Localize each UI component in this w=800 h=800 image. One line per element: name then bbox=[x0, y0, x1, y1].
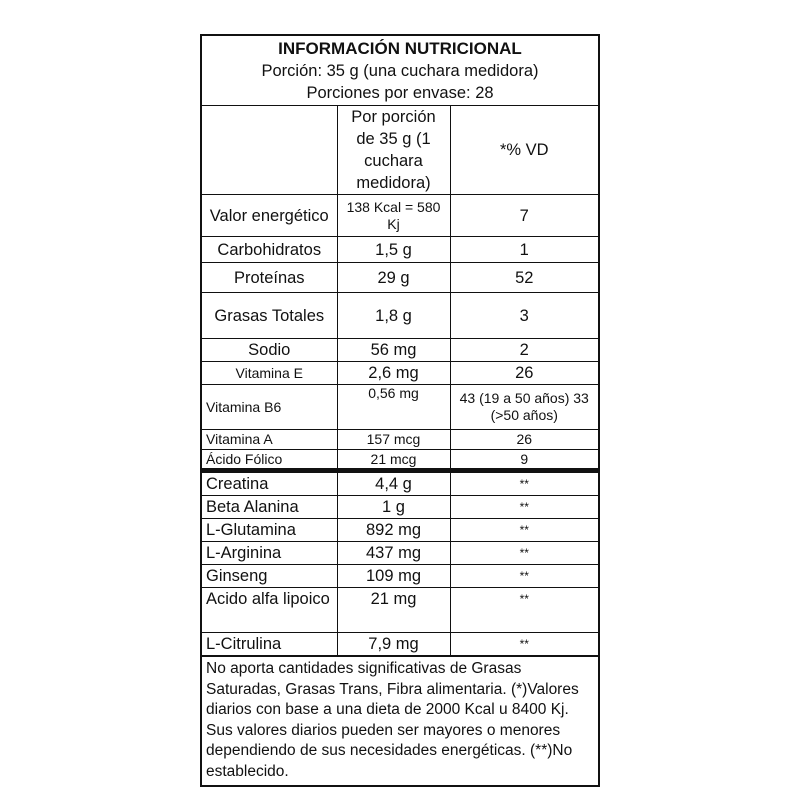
nutrient-name: Grasas Totales bbox=[202, 292, 338, 339]
nutrient-row: Vitamina E 2,6 mg 26 bbox=[202, 361, 598, 385]
nutrient-dv: 9 bbox=[449, 449, 598, 473]
nutrient-dv: 26 bbox=[449, 429, 598, 450]
nutrient-dv: ** bbox=[449, 541, 598, 565]
nutrient-name: Creatina bbox=[202, 470, 338, 496]
nutrient-row: Vitamina B6 0,56 mg 43 (19 a 50 años) 33 (… bbox=[202, 384, 598, 430]
nutrient-amount: 1,8 g bbox=[336, 292, 451, 339]
nutrient-row: Acido alfa lipoico 21 mg ** bbox=[202, 587, 598, 633]
nutrient-amount: 1 g bbox=[336, 495, 451, 519]
nutrient-amount: 157 mcg bbox=[336, 429, 451, 450]
nutrient-amount: 21 mcg bbox=[336, 449, 451, 473]
nutrient-dv: ** bbox=[449, 518, 598, 542]
nutrient-dv: 3 bbox=[449, 292, 598, 339]
serving-size: Porción: 35 g (una cuchara medidora) bbox=[261, 62, 539, 80]
nutrient-dv: ** bbox=[449, 470, 598, 496]
nutrient-row: Ácido Fólico 21 mcg 9 bbox=[202, 449, 598, 473]
nutrient-name: Vitamina B6 bbox=[202, 384, 338, 430]
nutrient-row: Ginseng 109 mg ** bbox=[202, 564, 598, 588]
nutrient-dv: 52 bbox=[449, 262, 598, 293]
nutrient-amount: 437 mg bbox=[336, 541, 451, 565]
nutrient-dv: ** bbox=[449, 495, 598, 519]
nutrient-name: L-Citrulina bbox=[202, 632, 338, 656]
nutrient-row: Vitamina A 157 mcg 26 bbox=[202, 429, 598, 450]
nutrient-name: Acido alfa lipoico bbox=[202, 587, 338, 633]
nutrient-row: Beta Alanina 1 g ** bbox=[202, 495, 598, 519]
nutrient-name: Proteínas bbox=[202, 262, 338, 293]
nutrient-amount: 0,56 mg bbox=[336, 384, 451, 430]
nutrient-name: Vitamina E bbox=[202, 361, 338, 385]
nutrient-dv: ** bbox=[449, 587, 598, 633]
nutrient-amount: 56 mg bbox=[336, 338, 451, 362]
nutrient-amount: 892 mg bbox=[336, 518, 451, 542]
column-header-name bbox=[202, 106, 338, 195]
nutrient-dv: 1 bbox=[449, 236, 598, 263]
nutrient-amount: 21 mg bbox=[336, 587, 451, 633]
nutrient-dv: 7 bbox=[449, 194, 598, 237]
nutrient-name: Valor energético bbox=[202, 194, 338, 237]
nutrient-name: Ginseng bbox=[202, 564, 338, 588]
nutrient-name: Ácido Fólico bbox=[202, 449, 338, 473]
nutrient-row: Creatina 4,4 g ** bbox=[202, 470, 598, 496]
nutrient-name: Vitamina A bbox=[202, 429, 338, 450]
nutrient-row: L-Glutamina 892 mg ** bbox=[202, 518, 598, 542]
nutrient-row: L-Citrulina 7,9 mg ** bbox=[202, 632, 598, 656]
column-header-row: Por porción de 35 g (1 cuchara medidora)… bbox=[202, 106, 598, 195]
nutrient-row: Valor energético 138 Kcal = 580 Kj 7 bbox=[202, 194, 598, 237]
label-header: INFORMACIÓN NUTRICIONAL Porción: 35 g (u… bbox=[202, 36, 598, 106]
nutrient-dv: 26 bbox=[449, 361, 598, 385]
label-title: INFORMACIÓN NUTRICIONAL bbox=[278, 39, 522, 58]
column-header-per-serving: Por porción de 35 g (1 cuchara medidora) bbox=[336, 106, 451, 195]
nutrient-row: Proteínas 29 g 52 bbox=[202, 262, 598, 293]
nutrient-name: Beta Alanina bbox=[202, 495, 338, 519]
nutrient-dv: 43 (19 a 50 años) 33 (>50 años) bbox=[449, 384, 598, 430]
nutrient-table: Por porción de 35 g (1 cuchara medidora)… bbox=[202, 106, 598, 656]
nutrient-name: L-Glutamina bbox=[202, 518, 338, 542]
nutrient-dv: ** bbox=[449, 564, 598, 588]
column-header-dv: *% VD bbox=[449, 106, 598, 195]
nutrient-amount: 4,4 g bbox=[336, 470, 451, 496]
nutrient-amount: 1,5 g bbox=[336, 236, 451, 263]
nutrient-amount: 138 Kcal = 580 Kj bbox=[336, 194, 451, 237]
nutrient-dv: 2 bbox=[449, 338, 598, 362]
footnote: No aporta cantidades significativas de G… bbox=[202, 656, 598, 785]
nutrient-amount: 29 g bbox=[336, 262, 451, 293]
nutrient-amount: 2,6 mg bbox=[336, 361, 451, 385]
nutrient-amount: 7,9 mg bbox=[336, 632, 451, 656]
nutrient-row: L-Arginina 437 mg ** bbox=[202, 541, 598, 565]
nutrient-name: L-Arginina bbox=[202, 541, 338, 565]
nutrition-facts-label: INFORMACIÓN NUTRICIONAL Porción: 35 g (u… bbox=[200, 34, 600, 787]
nutrient-name: Carbohidratos bbox=[202, 236, 338, 263]
servings-per-container: Porciones por envase: 28 bbox=[306, 84, 494, 102]
nutrient-name: Sodio bbox=[202, 338, 338, 362]
nutrient-row: Sodio 56 mg 2 bbox=[202, 338, 598, 362]
nutrient-amount: 109 mg bbox=[336, 564, 451, 588]
nutrient-dv: ** bbox=[449, 632, 598, 656]
